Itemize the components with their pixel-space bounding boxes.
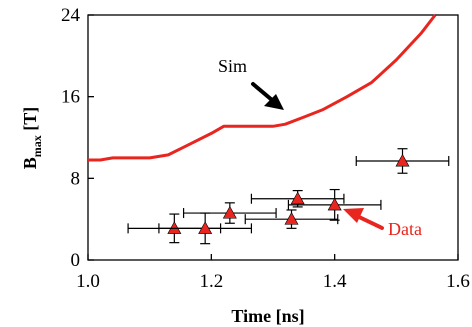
data-point (182, 202, 277, 224)
x-axis-title: Time [ns] (231, 306, 304, 326)
y-axis-title-unit: [T] (20, 107, 40, 136)
data-point (355, 148, 450, 174)
plot-area (87, 14, 459, 261)
y-axis-title-main: B (20, 157, 40, 169)
data-point (158, 212, 253, 245)
y-tick-label: 16 (61, 87, 80, 108)
triangle-marker (222, 205, 237, 219)
annotation-data-label: Data (388, 219, 422, 239)
y-axis-title-subscript: max (30, 135, 44, 157)
y-axis-title: Bmax [T] (20, 107, 44, 170)
triangle-marker (395, 153, 410, 167)
triangle-marker (198, 221, 213, 234)
sim-series-line (88, 14, 437, 162)
sim-arrow-head (264, 94, 284, 110)
triangle-marker (327, 197, 342, 211)
x-tick-label: 1.4 (323, 271, 347, 292)
y-tick-label: 0 (71, 250, 81, 271)
data-point (250, 189, 345, 208)
triangle-marker (290, 191, 305, 205)
y-tick-label: 8 (71, 168, 81, 189)
axes: 1.0 1.2 1.4 1.6 0 8 16 24 (61, 5, 470, 292)
triangle-marker (284, 212, 299, 225)
y-tick-label: 24 (61, 5, 81, 26)
x-tick-label: 1.6 (446, 271, 470, 292)
series-layer (88, 14, 450, 245)
x-tick-label: 1.0 (76, 271, 100, 292)
annotation-layer: Sim Data (218, 56, 422, 239)
triangle-marker (167, 221, 182, 234)
plot-frame (87, 14, 459, 261)
data-point (287, 188, 382, 221)
x-tick-label: 1.2 (199, 271, 223, 292)
annotation-sim-label: Sim (218, 56, 247, 76)
data-arrow-head (343, 208, 364, 223)
sim-arrow-shaft (251, 82, 274, 102)
data-arrow-shaft (355, 214, 384, 230)
data-point (244, 209, 339, 229)
